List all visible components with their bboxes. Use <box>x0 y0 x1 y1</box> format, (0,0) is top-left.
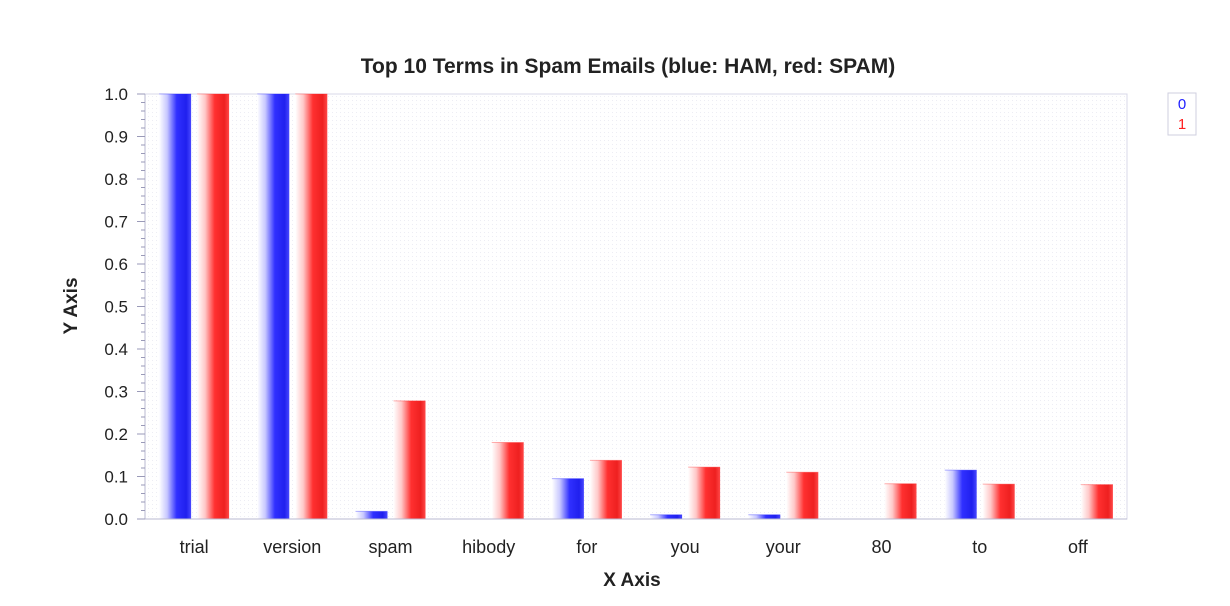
bar-ham-trial <box>159 94 192 519</box>
y-tick-label: 0.3 <box>104 383 128 402</box>
x-tick-label: hibody <box>462 537 515 557</box>
chart-title: Top 10 Terms in Spam Emails (blue: HAM, … <box>361 55 895 78</box>
y-tick-label: 0.9 <box>104 128 128 147</box>
bar-ham-you <box>650 514 683 519</box>
bar-spam-trial <box>197 94 230 519</box>
y-tick-label: 0.5 <box>104 298 128 317</box>
x-tick-label: version <box>263 537 321 557</box>
bar-ham-to <box>944 470 977 519</box>
bar-ham-version <box>257 94 290 519</box>
bar-spam-to <box>982 484 1015 519</box>
bar-spam-80 <box>884 483 917 519</box>
x-tick-label: spam <box>368 537 412 557</box>
y-tick-label: 0.6 <box>104 255 128 274</box>
legend-entry-1: 1 <box>1178 116 1186 133</box>
bar-spam-your <box>786 472 819 519</box>
y-axis: 0.0 0.1 0.2 0.3 0.4 0.5 0.6 0.7 0.8 0.9 1.0 <box>104 85 146 529</box>
y-tick-label: 0.7 <box>104 213 128 232</box>
bar-spam-you <box>688 467 721 519</box>
bars <box>159 93 1113 519</box>
y-tick-label: 0.1 <box>104 468 128 487</box>
legend: 01 <box>1167 92 1197 136</box>
y-tick-label: 0.0 <box>104 510 128 529</box>
plot-area <box>144 93 1128 520</box>
bar-spam-for <box>589 460 622 519</box>
x-tick-label: 80 <box>871 537 891 557</box>
bar-ham-spam <box>355 511 388 519</box>
x-tick-label: trial <box>180 537 209 557</box>
bar-spam-hibody <box>491 442 524 519</box>
y-tick-label: 0.2 <box>104 425 128 444</box>
x-tick-label: off <box>1068 537 1089 557</box>
legend-box <box>1167 92 1197 136</box>
bar-ham-for <box>551 478 584 519</box>
y-tick-label: 0.8 <box>104 170 128 189</box>
bar-spam-spam <box>393 400 426 519</box>
x-tick-label: for <box>576 537 597 557</box>
x-axis-label: X Axis <box>603 570 660 591</box>
x-tick-label: your <box>766 537 801 557</box>
x-tick-label: you <box>671 537 700 557</box>
y-tick-label: 1.0 <box>104 85 128 104</box>
bar-spam-version <box>295 94 328 519</box>
y-axis-label: Y Axis <box>61 277 82 334</box>
x-tick-label: to <box>972 537 987 557</box>
y-tick-label: 0.4 <box>104 340 128 359</box>
bar-spam-off <box>1080 484 1113 519</box>
x-axis: trial version spam hibody for you your 80 to off <box>145 518 1127 557</box>
legend-entry-0: 0 <box>1178 96 1186 113</box>
bar-ham-your <box>748 514 781 519</box>
